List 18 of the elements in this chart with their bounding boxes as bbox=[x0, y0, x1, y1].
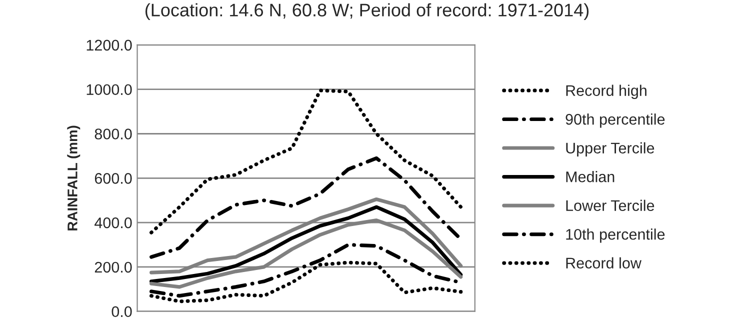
legend-label: 10th percentile bbox=[566, 228, 665, 243]
chart-title: (Location: 14.6 N, 60.8 W; Period of record: 1971-2014) bbox=[145, 3, 589, 20]
y-tick-label: 600.0 bbox=[94, 173, 132, 184]
y-tick-label: 0.0 bbox=[112, 306, 132, 318]
y-axis-title: RAINFALL (mm) bbox=[67, 126, 80, 230]
y-tick-label: 400.0 bbox=[94, 217, 132, 228]
legend-label: 90th percentile bbox=[566, 114, 665, 128]
line-series bbox=[150, 88, 463, 234]
y-tick-label: 800.0 bbox=[94, 128, 132, 140]
legend-label: Upper Tercile bbox=[566, 142, 654, 157]
legend-label: Record low bbox=[566, 257, 642, 269]
legend-label: Median bbox=[566, 171, 614, 182]
y-tick-label: 1200.0 bbox=[86, 40, 132, 51]
legend-label: Record high bbox=[566, 84, 646, 100]
line-series bbox=[150, 205, 463, 284]
y-tick-label: 1000.0 bbox=[86, 84, 132, 96]
legend-label: Lower Tercile bbox=[566, 200, 654, 212]
y-tick-label: 200.0 bbox=[94, 262, 132, 273]
